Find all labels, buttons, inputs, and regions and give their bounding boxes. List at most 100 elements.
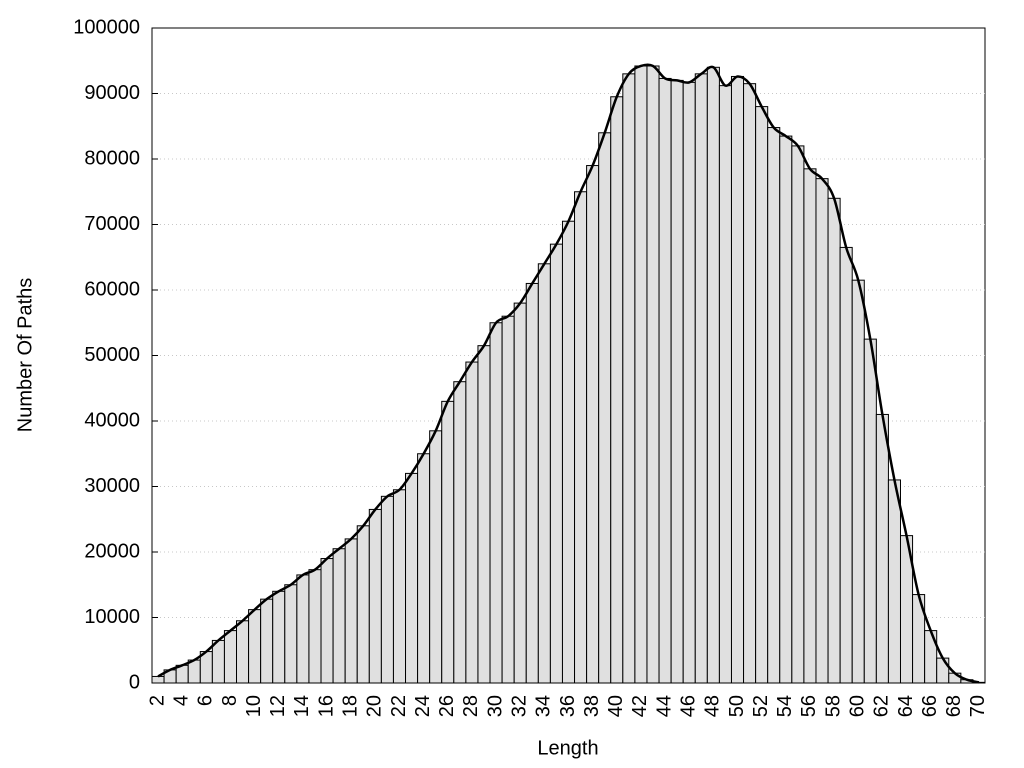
bar bbox=[658, 77, 672, 684]
x-tick-label: 44 bbox=[653, 695, 675, 717]
bar bbox=[972, 681, 986, 684]
bar bbox=[489, 322, 503, 684]
bar bbox=[779, 135, 793, 684]
bar bbox=[477, 345, 491, 684]
bar bbox=[706, 66, 720, 684]
bar bbox=[851, 279, 865, 684]
x-tick-label: 4 bbox=[170, 695, 192, 706]
bar bbox=[887, 479, 901, 684]
x-tick-label: 12 bbox=[267, 695, 289, 717]
x-tick-label: 48 bbox=[702, 695, 724, 717]
bar bbox=[344, 538, 358, 684]
x-tick-label: 8 bbox=[219, 695, 241, 706]
y-tick-label: 80000 bbox=[84, 147, 140, 169]
x-tick-label: 22 bbox=[388, 695, 410, 717]
bar bbox=[260, 598, 274, 684]
x-tick-label: 50 bbox=[726, 695, 748, 717]
x-tick-label: 40 bbox=[605, 695, 627, 717]
x-tick-label: 26 bbox=[436, 695, 458, 717]
x-tick-label: 24 bbox=[412, 695, 434, 717]
bar bbox=[839, 246, 853, 684]
x-tick-label: 14 bbox=[291, 695, 313, 717]
bar bbox=[356, 525, 370, 684]
y-tick-label: 60000 bbox=[84, 278, 140, 300]
x-tick-label: 52 bbox=[750, 695, 772, 717]
bar bbox=[272, 590, 286, 684]
x-tick-label: 58 bbox=[822, 695, 844, 717]
bar bbox=[368, 508, 382, 684]
bar bbox=[598, 132, 612, 684]
bar bbox=[501, 315, 515, 684]
bar bbox=[803, 168, 817, 684]
y-tick-label: 20000 bbox=[84, 540, 140, 562]
y-tick-label: 100000 bbox=[73, 16, 140, 38]
bar bbox=[380, 495, 394, 684]
x-tick-label: 54 bbox=[774, 695, 796, 717]
bar bbox=[392, 489, 407, 684]
bar bbox=[767, 127, 781, 684]
x-tick-label: 42 bbox=[629, 695, 651, 717]
x-tick-label: 18 bbox=[339, 695, 361, 717]
bar bbox=[743, 83, 757, 684]
trend-line bbox=[157, 63, 980, 684]
bar bbox=[332, 548, 346, 684]
x-tick-label: 20 bbox=[364, 695, 386, 717]
bar bbox=[465, 361, 479, 684]
x-tick-label: 34 bbox=[533, 695, 555, 717]
bar bbox=[211, 639, 225, 684]
bar bbox=[284, 584, 298, 684]
bar bbox=[682, 81, 696, 684]
x-tick-label: 64 bbox=[895, 695, 917, 717]
x-axis-label: Length bbox=[537, 737, 598, 759]
bar bbox=[417, 453, 431, 684]
y-axis-label: Number Of Paths bbox=[14, 278, 36, 433]
x-tick-label: 16 bbox=[315, 695, 337, 717]
x-tick-label: 70 bbox=[967, 695, 989, 717]
x-tick-label: 66 bbox=[919, 695, 941, 717]
y-tick-label: 50000 bbox=[84, 344, 140, 366]
bar bbox=[405, 472, 419, 684]
bar bbox=[296, 574, 310, 684]
bar bbox=[441, 400, 455, 684]
y-tick-label: 90000 bbox=[84, 82, 140, 104]
bar bbox=[537, 263, 551, 684]
x-tick-label: 62 bbox=[871, 695, 893, 717]
bar bbox=[453, 381, 467, 684]
x-tick-label: 68 bbox=[943, 695, 965, 717]
bar bbox=[308, 569, 322, 684]
bar bbox=[236, 620, 250, 684]
bar bbox=[694, 73, 708, 684]
bar bbox=[863, 338, 877, 684]
bar bbox=[634, 65, 648, 684]
x-tick-label: 38 bbox=[581, 695, 603, 717]
bar bbox=[730, 75, 745, 684]
bar bbox=[320, 558, 334, 684]
bar bbox=[248, 609, 262, 684]
x-tick-label: 32 bbox=[508, 695, 530, 717]
bar bbox=[574, 191, 588, 684]
x-tick-label: 10 bbox=[243, 695, 265, 717]
x-tick-label: 2 bbox=[146, 695, 168, 706]
y-tick-label: 30000 bbox=[84, 475, 140, 497]
y-tick-label: 70000 bbox=[84, 213, 140, 235]
bar bbox=[646, 65, 660, 684]
bar bbox=[791, 145, 805, 684]
bar bbox=[827, 197, 841, 684]
bar bbox=[525, 282, 539, 684]
x-tick-label: 46 bbox=[678, 695, 700, 717]
bar bbox=[815, 178, 829, 684]
x-tick-label: 56 bbox=[798, 695, 820, 717]
x-tick-label: 60 bbox=[847, 695, 869, 717]
bar bbox=[549, 243, 563, 684]
bar bbox=[718, 85, 732, 684]
bar bbox=[936, 657, 950, 684]
bar bbox=[875, 413, 889, 684]
x-tick-label: 36 bbox=[557, 695, 579, 717]
bar bbox=[561, 220, 576, 684]
bar bbox=[755, 106, 769, 684]
y-tick-label: 40000 bbox=[84, 409, 140, 431]
bar bbox=[429, 430, 443, 684]
bar bbox=[586, 165, 600, 684]
y-tick-label: 10000 bbox=[84, 606, 140, 628]
